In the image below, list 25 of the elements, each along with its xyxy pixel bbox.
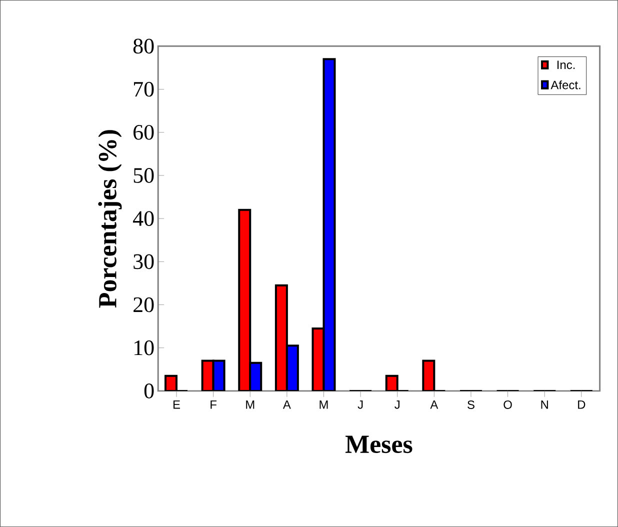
- x-tick-label: N: [541, 400, 548, 409]
- y-tick-label: 40: [133, 211, 154, 226]
- x-tick-label: A: [282, 400, 291, 409]
- x-tick-label: J: [394, 400, 400, 409]
- y-tick-label: 70: [134, 82, 154, 97]
- y-tick-label: 20: [134, 297, 154, 312]
- legend-label: Inc.: [557, 60, 575, 70]
- y-tick-label: 80: [133, 38, 154, 54]
- y-tick-label: 60: [134, 124, 154, 140]
- y-tick-label: 10: [134, 340, 154, 356]
- x-tick-label: O: [504, 400, 512, 409]
- y-tick-label: 0: [144, 384, 154, 398]
- x-tick-label: M: [320, 400, 328, 409]
- y-axis-title: Porcentajes (%): [98, 130, 122, 308]
- x-tick-label: F: [210, 400, 216, 409]
- legend-label: Afect.: [550, 80, 580, 90]
- x-tick-label: D: [578, 400, 586, 409]
- y-tick-label: 30: [134, 254, 154, 270]
- x-axis-title: Meses: [345, 436, 412, 454]
- x-tick-label: S: [468, 400, 474, 409]
- x-tick-label: J: [358, 400, 363, 409]
- x-tick-label: E: [173, 400, 180, 409]
- x-tick-label: A: [430, 400, 438, 409]
- y-tick-label: 50: [134, 168, 154, 183]
- x-tick-label: M: [246, 400, 254, 409]
